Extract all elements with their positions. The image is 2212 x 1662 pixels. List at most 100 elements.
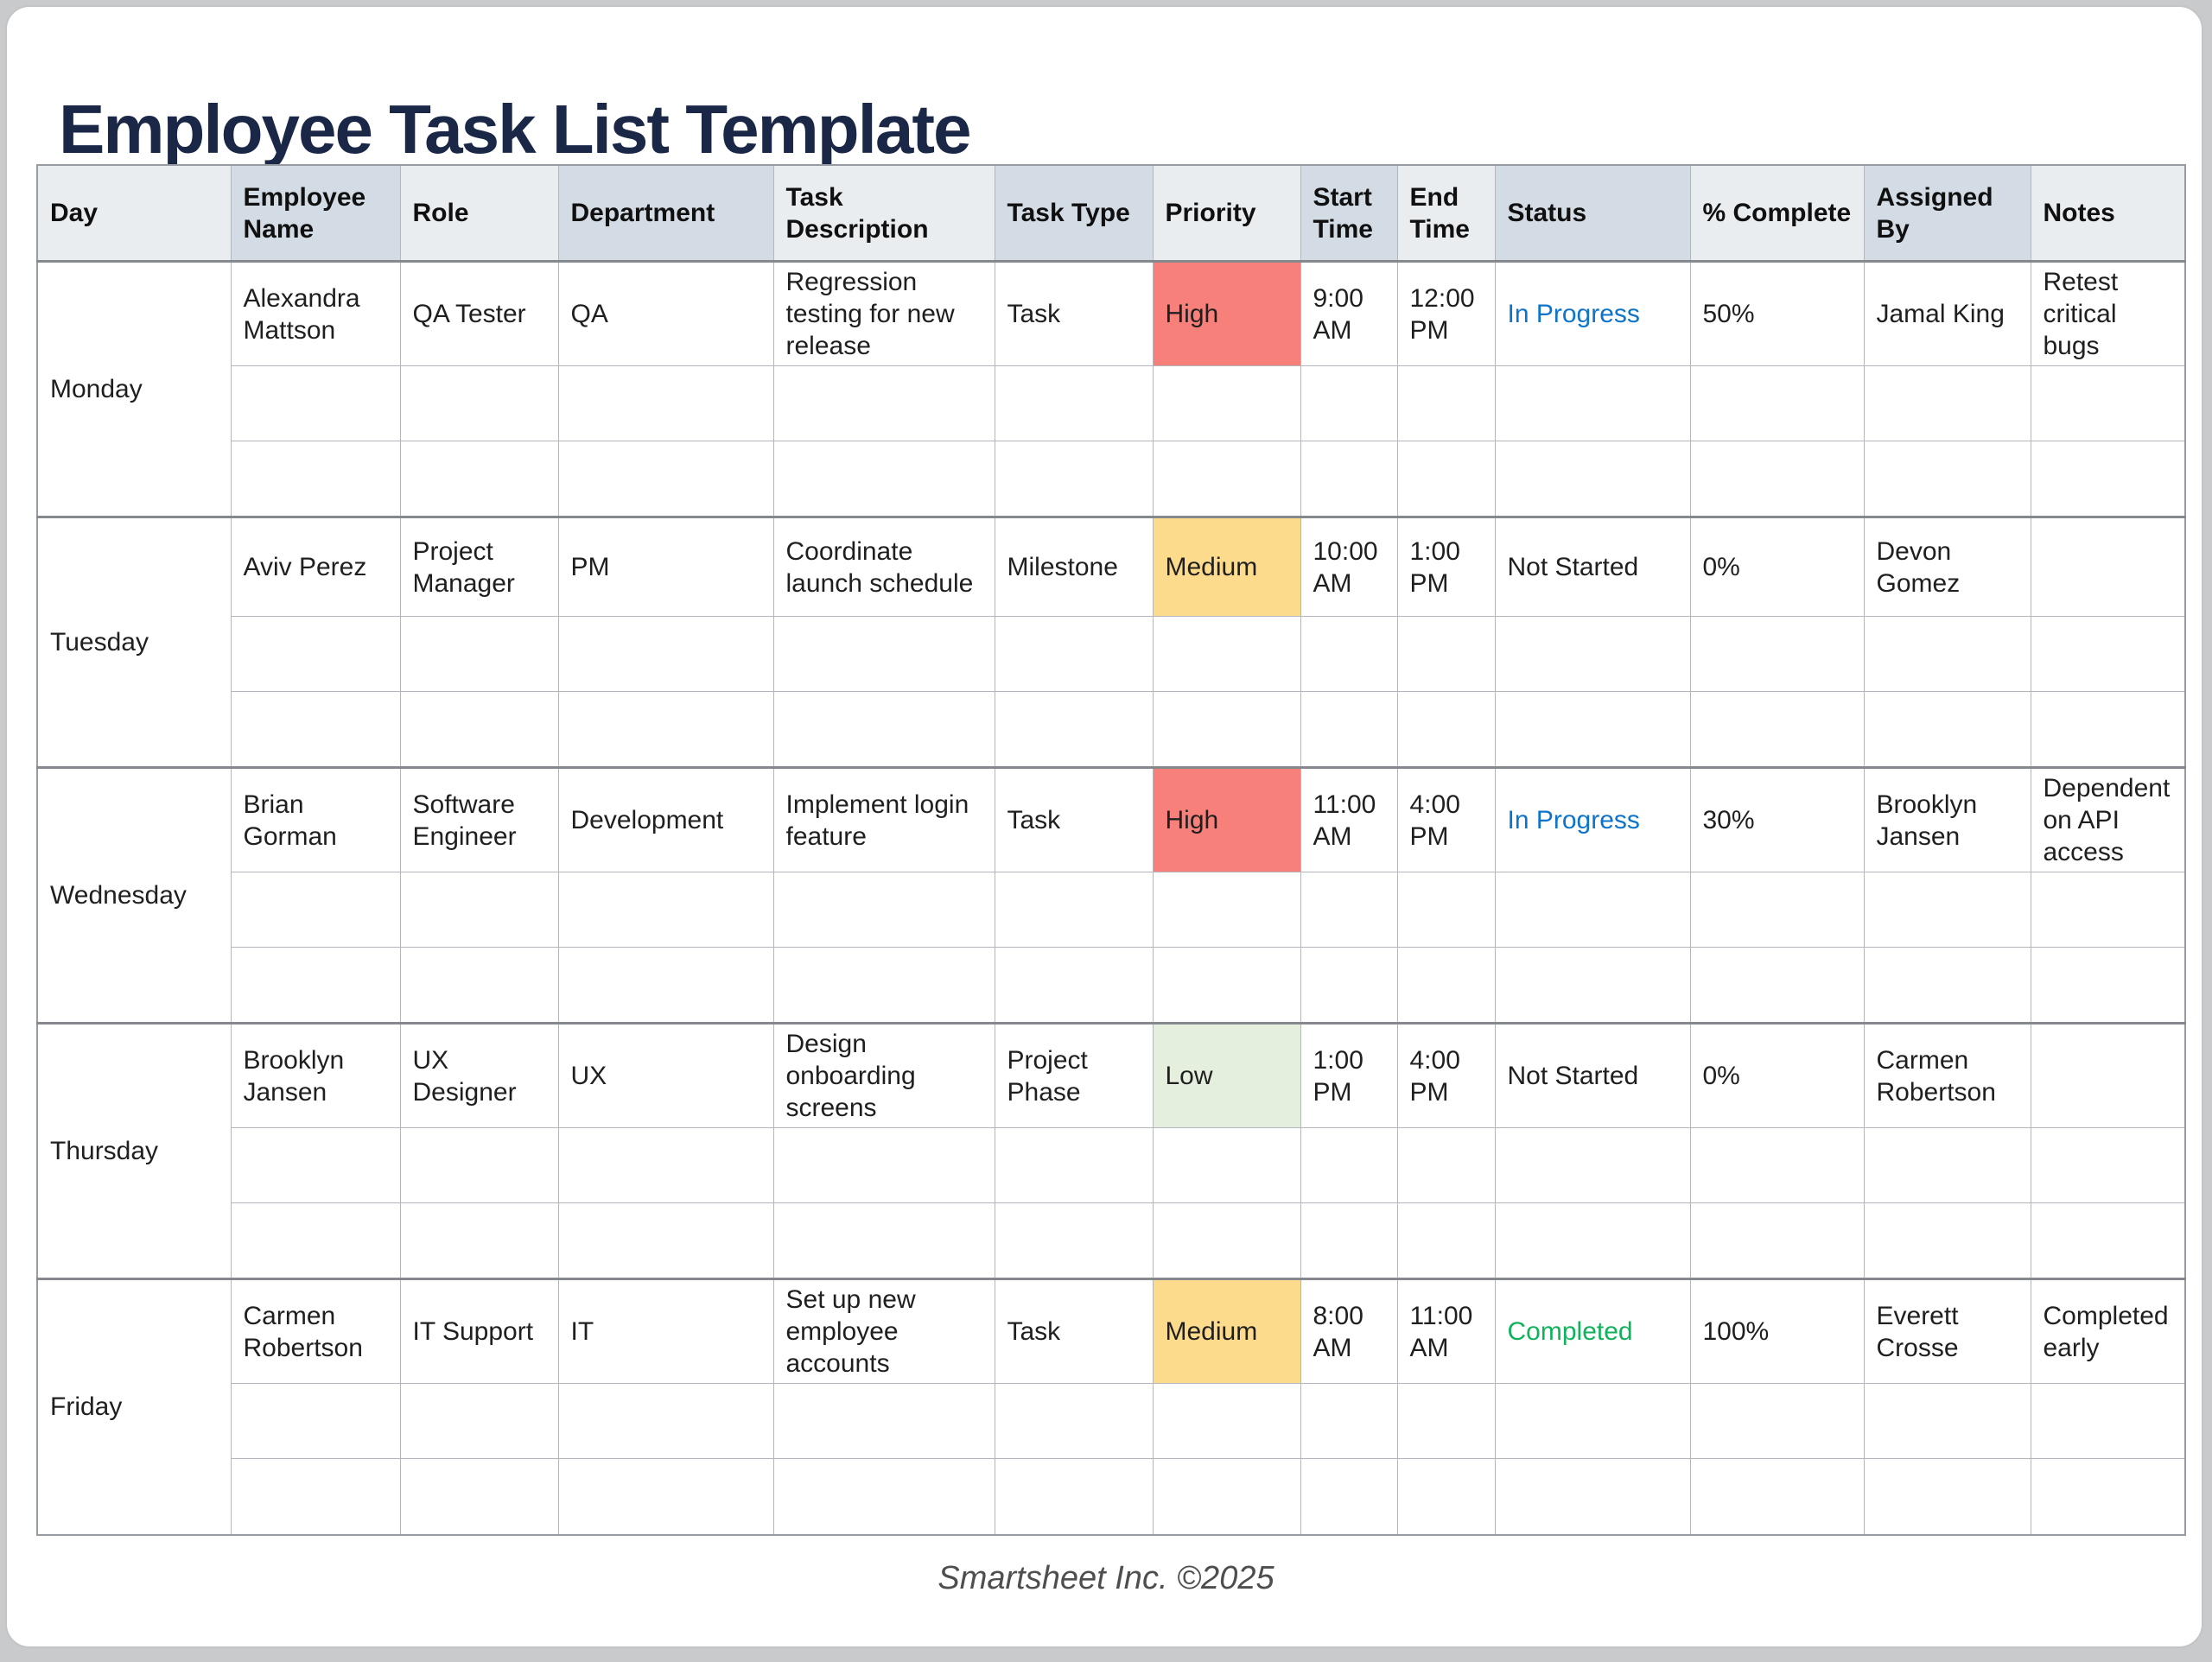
- empty-cell[interactable]: [399, 947, 559, 1024]
- empty-cell[interactable]: [1689, 947, 1865, 1024]
- role-cell[interactable]: IT Support: [399, 1278, 559, 1384]
- status-cell[interactable]: In Progress: [1494, 767, 1691, 872]
- empty-cell[interactable]: [1494, 947, 1691, 1024]
- empty-cell[interactable]: [772, 1127, 995, 1203]
- empty-cell[interactable]: [399, 1458, 559, 1535]
- empty-cell[interactable]: [1300, 1383, 1398, 1459]
- empty-cell[interactable]: [399, 872, 559, 948]
- empty-cell[interactable]: [772, 365, 995, 441]
- empty-cell[interactable]: [1152, 616, 1301, 692]
- empty-cell[interactable]: [2030, 872, 2186, 948]
- task-type-cell[interactable]: Task: [994, 767, 1154, 872]
- empty-cell[interactable]: [1863, 1202, 2031, 1279]
- percent-complete-cell[interactable]: 0%: [1689, 517, 1865, 617]
- empty-cell[interactable]: [1494, 1202, 1691, 1279]
- empty-cell[interactable]: [557, 1127, 774, 1203]
- empty-cell[interactable]: [1396, 691, 1496, 768]
- empty-cell[interactable]: [557, 1458, 774, 1535]
- role-cell[interactable]: Project Manager: [399, 517, 559, 617]
- empty-cell[interactable]: [994, 947, 1154, 1024]
- notes-cell[interactable]: [2030, 1023, 2186, 1128]
- task-description-cell[interactable]: Coordinate launch schedule: [772, 517, 995, 617]
- empty-cell[interactable]: [1689, 872, 1865, 948]
- empty-cell[interactable]: [2030, 1202, 2186, 1279]
- task-description-cell[interactable]: Regression testing for new release: [772, 261, 995, 366]
- empty-cell[interactable]: [994, 1127, 1154, 1203]
- empty-cell[interactable]: [230, 947, 401, 1024]
- day-cell[interactable]: Friday: [36, 1278, 232, 1535]
- empty-cell[interactable]: [1863, 1458, 2031, 1535]
- empty-cell[interactable]: [1300, 1202, 1398, 1279]
- empty-cell[interactable]: [1494, 441, 1691, 517]
- department-cell[interactable]: PM: [557, 517, 774, 617]
- priority-cell[interactable]: Medium: [1152, 1278, 1301, 1384]
- task-type-cell[interactable]: Task: [994, 1278, 1154, 1384]
- notes-cell[interactable]: [2030, 517, 2186, 617]
- empty-cell[interactable]: [1300, 616, 1398, 692]
- empty-cell[interactable]: [1300, 872, 1398, 948]
- empty-cell[interactable]: [1300, 1127, 1398, 1203]
- empty-cell[interactable]: [1494, 1383, 1691, 1459]
- empty-cell[interactable]: [230, 1458, 401, 1535]
- empty-cell[interactable]: [1863, 365, 2031, 441]
- empty-cell[interactable]: [2030, 691, 2186, 768]
- empty-cell[interactable]: [230, 872, 401, 948]
- empty-cell[interactable]: [994, 1202, 1154, 1279]
- percent-complete-cell[interactable]: 100%: [1689, 1278, 1865, 1384]
- empty-cell[interactable]: [1689, 1127, 1865, 1203]
- empty-cell[interactable]: [230, 365, 401, 441]
- empty-cell[interactable]: [1396, 441, 1496, 517]
- empty-cell[interactable]: [1494, 1127, 1691, 1203]
- empty-cell[interactable]: [1152, 365, 1301, 441]
- empty-cell[interactable]: [230, 1383, 401, 1459]
- priority-cell[interactable]: High: [1152, 261, 1301, 366]
- role-cell[interactable]: UX Designer: [399, 1023, 559, 1128]
- empty-cell[interactable]: [557, 872, 774, 948]
- empty-cell[interactable]: [557, 616, 774, 692]
- empty-cell[interactable]: [1300, 365, 1398, 441]
- empty-cell[interactable]: [994, 1458, 1154, 1535]
- percent-complete-cell[interactable]: 50%: [1689, 261, 1865, 366]
- empty-cell[interactable]: [1396, 1383, 1496, 1459]
- assigned-by-cell[interactable]: Carmen Robertson: [1863, 1023, 2031, 1128]
- department-cell[interactable]: Development: [557, 767, 774, 872]
- percent-complete-cell[interactable]: 0%: [1689, 1023, 1865, 1128]
- start-time-cell[interactable]: 10:00 AM: [1300, 517, 1398, 617]
- empty-cell[interactable]: [399, 441, 559, 517]
- role-cell[interactable]: Software Engineer: [399, 767, 559, 872]
- notes-cell[interactable]: Completed early: [2030, 1278, 2186, 1384]
- empty-cell[interactable]: [772, 1202, 995, 1279]
- empty-cell[interactable]: [1494, 872, 1691, 948]
- empty-cell[interactable]: [772, 947, 995, 1024]
- empty-cell[interactable]: [1396, 1127, 1496, 1203]
- empty-cell[interactable]: [994, 1383, 1154, 1459]
- task-description-cell[interactable]: Implement login feature: [772, 767, 995, 872]
- day-cell[interactable]: Monday: [36, 261, 232, 517]
- empty-cell[interactable]: [1689, 365, 1865, 441]
- start-time-cell[interactable]: 9:00 AM: [1300, 261, 1398, 366]
- empty-cell[interactable]: [1152, 1127, 1301, 1203]
- priority-cell[interactable]: Low: [1152, 1023, 1301, 1128]
- empty-cell[interactable]: [994, 441, 1154, 517]
- empty-cell[interactable]: [1152, 691, 1301, 768]
- status-cell[interactable]: Completed: [1494, 1278, 1691, 1384]
- empty-cell[interactable]: [1152, 947, 1301, 1024]
- start-time-cell[interactable]: 1:00 PM: [1300, 1023, 1398, 1128]
- notes-cell[interactable]: Dependent on API access: [2030, 767, 2186, 872]
- empty-cell[interactable]: [994, 691, 1154, 768]
- empty-cell[interactable]: [399, 1383, 559, 1459]
- department-cell[interactable]: IT: [557, 1278, 774, 1384]
- priority-cell[interactable]: High: [1152, 767, 1301, 872]
- empty-cell[interactable]: [399, 616, 559, 692]
- assigned-by-cell[interactable]: Everett Crosse: [1863, 1278, 2031, 1384]
- empty-cell[interactable]: [772, 691, 995, 768]
- empty-cell[interactable]: [557, 1202, 774, 1279]
- empty-cell[interactable]: [1494, 1458, 1691, 1535]
- empty-cell[interactable]: [772, 1383, 995, 1459]
- empty-cell[interactable]: [2030, 365, 2186, 441]
- role-cell[interactable]: QA Tester: [399, 261, 559, 366]
- end-time-cell[interactable]: 11:00 AM: [1396, 1278, 1496, 1384]
- empty-cell[interactable]: [1689, 616, 1865, 692]
- employee-name-cell[interactable]: Alexandra Mattson: [230, 261, 401, 366]
- empty-cell[interactable]: [994, 872, 1154, 948]
